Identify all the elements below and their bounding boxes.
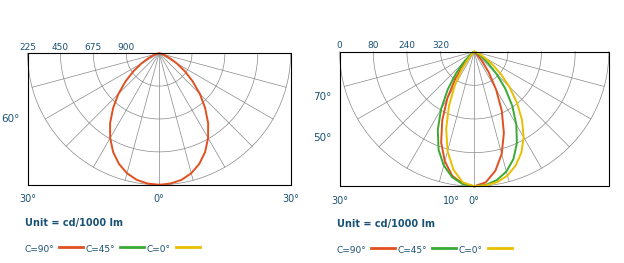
Text: 320: 320 — [432, 41, 449, 50]
Text: 225: 225 — [19, 43, 36, 52]
Text: 675: 675 — [85, 43, 102, 52]
Text: 0°: 0° — [154, 194, 165, 204]
Text: 450: 450 — [52, 43, 69, 52]
Text: 900: 900 — [117, 43, 135, 52]
Text: Unit = cd/1000 lm: Unit = cd/1000 lm — [337, 219, 435, 229]
Text: 0: 0 — [337, 41, 343, 50]
Text: 50°: 50° — [313, 133, 331, 143]
Text: 240: 240 — [399, 41, 416, 50]
Text: C=90°: C=90° — [337, 246, 367, 255]
Text: C=45°: C=45° — [397, 246, 427, 255]
Text: 30°: 30° — [19, 194, 36, 204]
Text: C=0°: C=0° — [146, 245, 170, 254]
Text: 30°: 30° — [282, 194, 299, 204]
Text: C=45°: C=45° — [85, 245, 115, 254]
Text: 70°: 70° — [313, 92, 331, 102]
Text: 80: 80 — [368, 41, 379, 50]
Text: 0°: 0° — [469, 196, 480, 206]
Text: C=0°: C=0° — [458, 246, 482, 255]
Text: 30°: 30° — [331, 196, 348, 206]
Text: 60°: 60° — [1, 114, 20, 124]
Text: 10°: 10° — [443, 196, 460, 206]
Text: Unit = cd/1000 lm: Unit = cd/1000 lm — [25, 218, 123, 227]
Text: C=90°: C=90° — [25, 245, 55, 254]
